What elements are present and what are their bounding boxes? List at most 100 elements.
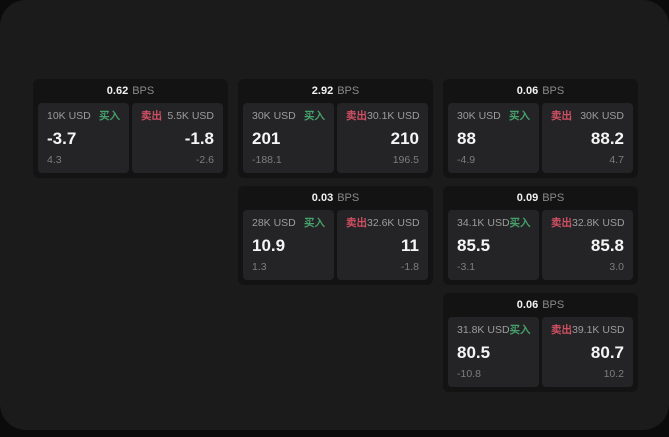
sell-size: 39.1K USD xyxy=(572,324,625,336)
sell-price: 11 xyxy=(401,235,419,255)
sell-panel[interactable]: 卖出 5.5K USD -1.8 -2.6 xyxy=(132,103,223,173)
quote-card-6: 0.06 BPS 31.8K USD 买入 80.5 -10.8 卖出 39.1… xyxy=(443,293,638,392)
sell-panel-top: 卖出 32.6K USD xyxy=(346,217,420,229)
buy-size: 34.1K USD xyxy=(457,217,510,229)
sell-panel[interactable]: 卖出 32.8K USD 85.8 3.0 xyxy=(542,210,633,280)
panels: 30K USD 买入 201 -188.1 卖出 30.1K USD 210 1… xyxy=(238,103,433,178)
sell-price: 88.2 xyxy=(590,128,624,148)
sell-side-label: 卖出 xyxy=(141,110,162,122)
sell-sub-value: 3.0 xyxy=(609,261,624,273)
buy-price: 80.5 xyxy=(457,342,491,362)
bps-value: 0.03 xyxy=(311,192,334,204)
card-header: 0.62 BPS xyxy=(33,79,228,103)
sell-price: -1.8 xyxy=(184,128,214,148)
sell-side-label: 卖出 xyxy=(551,110,572,122)
sell-panel-top: 卖出 39.1K USD xyxy=(551,324,625,336)
buy-price: 88 xyxy=(457,128,476,148)
bps-unit-label: BPS xyxy=(132,85,155,97)
sell-sub-value: -2.6 xyxy=(195,154,214,166)
buy-side-label: 买入 xyxy=(99,110,120,122)
bps-value: 0.06 xyxy=(516,299,539,311)
buy-sub-value: -188.1 xyxy=(252,154,282,166)
buy-size: 10K USD xyxy=(47,110,91,122)
sell-panel[interactable]: 卖出 30K USD 88.2 4.7 xyxy=(542,103,633,173)
sell-side-label: 卖出 xyxy=(346,110,367,122)
buy-price: 201 xyxy=(252,128,281,148)
panels: 30K USD 买入 88 -4.9 卖出 30K USD 88.2 4.7 xyxy=(443,103,638,178)
sell-size: 32.8K USD xyxy=(572,217,625,229)
buy-panel-top: 31.8K USD 买入 xyxy=(457,324,531,336)
buy-panel-top: 34.1K USD 买入 xyxy=(457,217,531,229)
buy-sub-value: -10.8 xyxy=(457,368,481,380)
sell-panel[interactable]: 卖出 30.1K USD 210 196.5 xyxy=(337,103,428,173)
quote-card-grid: 0.62 BPS 10K USD 买入 -3.7 4.3 卖出 5.5K USD xyxy=(33,79,638,392)
buy-size: 30K USD xyxy=(457,110,501,122)
quote-card-1: 0.62 BPS 10K USD 买入 -3.7 4.3 卖出 5.5K USD xyxy=(33,79,228,178)
sell-price: 210 xyxy=(390,128,419,148)
sell-sub-value: 4.7 xyxy=(609,154,624,166)
buy-side-label: 买入 xyxy=(509,110,530,122)
bps-unit-label: BPS xyxy=(337,85,360,97)
buy-panel[interactable]: 31.8K USD 买入 80.5 -10.8 xyxy=(448,317,539,387)
buy-side-label: 买入 xyxy=(509,217,531,229)
buy-sub-value: 1.3 xyxy=(252,261,267,273)
bps-unit-label: BPS xyxy=(337,192,360,204)
sell-sub-value: 10.2 xyxy=(603,368,624,380)
buy-sub-value: 4.3 xyxy=(47,154,62,166)
sell-panel-top: 卖出 32.8K USD xyxy=(551,217,625,229)
sell-panel[interactable]: 卖出 39.1K USD 80.7 10.2 xyxy=(542,317,633,387)
bps-unit-label: BPS xyxy=(542,85,565,97)
buy-size: 31.8K USD xyxy=(457,324,510,336)
buy-side-label: 买入 xyxy=(304,217,325,229)
card-header: 0.06 BPS xyxy=(443,79,638,103)
bps-unit-label: BPS xyxy=(542,192,565,204)
buy-price: -3.7 xyxy=(47,128,77,148)
buy-panel-top: 30K USD 买入 xyxy=(457,111,530,122)
panels: 34.1K USD 买入 85.5 -3.1 卖出 32.8K USD 85.8… xyxy=(443,210,638,285)
sell-price: 80.7 xyxy=(590,342,624,362)
sell-price: 85.8 xyxy=(590,235,624,255)
buy-side-label: 买入 xyxy=(509,324,531,336)
quote-card-4: 0.03 BPS 28K USD 买入 10.9 1.3 卖出 32.6K US… xyxy=(238,186,433,285)
bps-value: 0.62 xyxy=(106,85,129,97)
sell-panel[interactable]: 卖出 32.6K USD 11 -1.8 xyxy=(337,210,428,280)
bps-value: 2.92 xyxy=(311,85,334,97)
buy-sub-value: -4.9 xyxy=(457,154,476,166)
buy-panel[interactable]: 10K USD 买入 -3.7 4.3 xyxy=(38,103,129,173)
card-header: 2.92 BPS xyxy=(238,79,433,103)
card-header: 0.03 BPS xyxy=(238,186,433,210)
panels: 10K USD 买入 -3.7 4.3 卖出 5.5K USD -1.8 -2.… xyxy=(33,103,228,178)
buy-price: 85.5 xyxy=(457,235,491,255)
buy-size: 30K USD xyxy=(252,110,296,122)
panels: 28K USD 买入 10.9 1.3 卖出 32.6K USD 11 -1.8 xyxy=(238,210,433,285)
panels: 31.8K USD 买入 80.5 -10.8 卖出 39.1K USD 80.… xyxy=(443,317,638,392)
sell-side-label: 卖出 xyxy=(551,217,572,229)
sell-size: 30.1K USD xyxy=(367,110,420,122)
buy-panel[interactable]: 34.1K USD 买入 85.5 -3.1 xyxy=(448,210,539,280)
sell-size: 5.5K USD xyxy=(167,110,214,122)
sell-panel-top: 卖出 30.1K USD xyxy=(346,110,420,122)
card-header: 0.06 BPS xyxy=(443,293,638,317)
buy-panel[interactable]: 28K USD 买入 10.9 1.3 xyxy=(243,210,334,280)
sell-size: 30K USD xyxy=(580,110,624,122)
sell-side-label: 卖出 xyxy=(346,217,367,229)
buy-panel[interactable]: 30K USD 买入 201 -188.1 xyxy=(243,103,334,173)
sell-side-label: 卖出 xyxy=(551,324,572,336)
buy-price: 10.9 xyxy=(252,235,286,255)
sell-panel-top: 卖出 30K USD xyxy=(551,111,624,122)
quote-card-5: 0.09 BPS 34.1K USD 买入 85.5 -3.1 卖出 32.8K… xyxy=(443,186,638,285)
buy-panel[interactable]: 30K USD 买入 88 -4.9 xyxy=(448,103,539,173)
buy-size: 28K USD xyxy=(252,217,296,229)
quote-card-3: 0.06 BPS 30K USD 买入 88 -4.9 卖出 30K USD xyxy=(443,79,638,178)
buy-panel-top: 10K USD 买入 xyxy=(47,111,120,122)
quote-card-2: 2.92 BPS 30K USD 买入 201 -188.1 卖出 30.1K … xyxy=(238,79,433,178)
buy-panel-top: 30K USD 买入 xyxy=(252,111,325,122)
sell-panel-top: 卖出 5.5K USD xyxy=(141,111,214,122)
sell-sub-value: 196.5 xyxy=(392,154,419,166)
sell-sub-value: -1.8 xyxy=(400,261,419,273)
bps-unit-label: BPS xyxy=(542,299,565,311)
buy-side-label: 买入 xyxy=(304,110,325,122)
bps-value: 0.09 xyxy=(516,192,539,204)
card-header: 0.09 BPS xyxy=(443,186,638,210)
